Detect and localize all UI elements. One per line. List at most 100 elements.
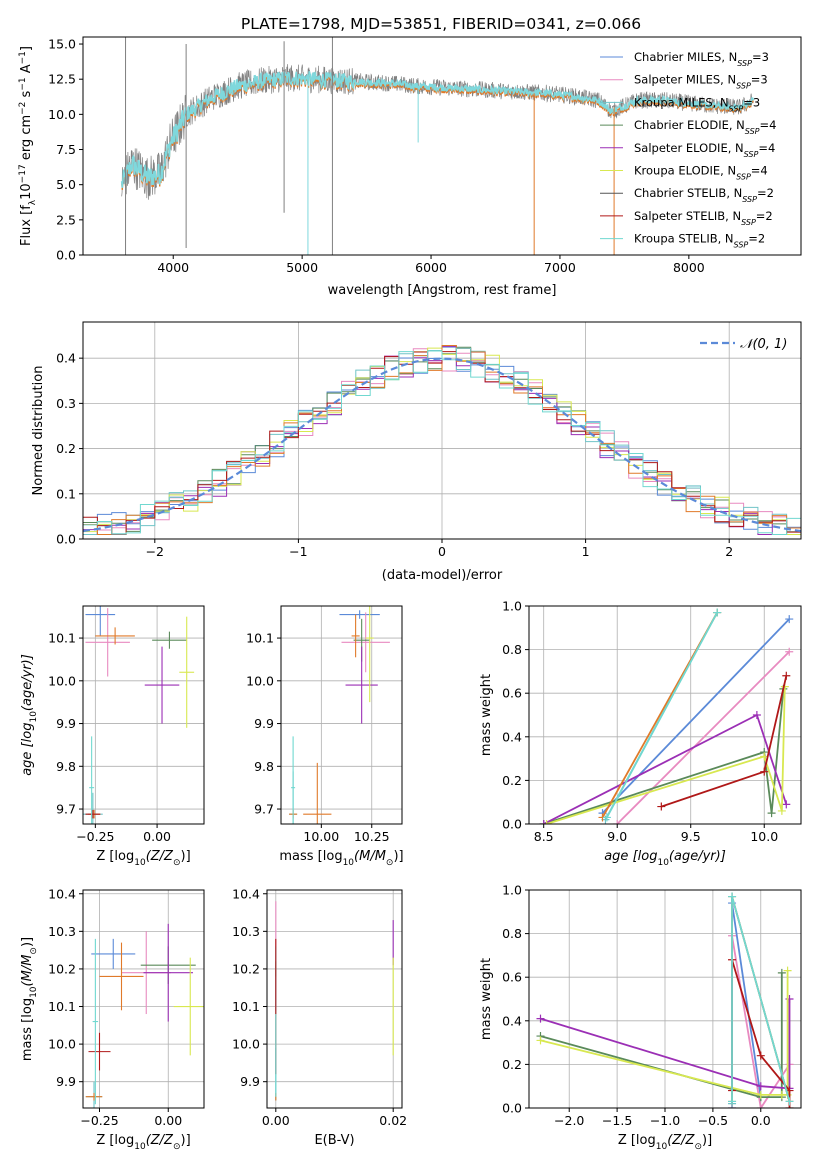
legend-nssp: =3	[743, 95, 760, 109]
y-tick-label: 0.4	[502, 1013, 522, 1028]
legend-entry-6: Kroupa ELODIE, NSSP=4	[634, 164, 768, 182]
age-vs-Z-x-axis-label-part: ⊙	[173, 858, 181, 868]
x-tick-label: −2.0	[554, 1113, 584, 1128]
weight-point-marker	[756, 1082, 765, 1091]
legend-entry-8: Salpeter STELIB, NSSP=2	[634, 209, 773, 227]
histogram-lines	[83, 345, 801, 535]
x-tick-label: 0.0	[751, 1113, 771, 1128]
weight-point-marker	[756, 1090, 765, 1099]
y-tick-label: 0.2	[502, 773, 522, 788]
figure-title: PLATE=1798, MJD=53851, FIBERID=0341, z=0…	[241, 15, 641, 33]
plot-frame	[82, 889, 205, 1109]
x-tick-label: 0.02	[379, 1113, 407, 1128]
y-tick-label: 9.8	[254, 759, 274, 774]
x-tick-label: −0.25	[80, 1113, 118, 1128]
weight-point-marker	[602, 813, 611, 822]
residuals-x-axis-label: (data-model)/error	[382, 568, 503, 583]
x-tick-label: 8.5	[534, 829, 554, 844]
x-tick-label: 0.00	[262, 1113, 290, 1128]
plot-frame	[280, 605, 403, 825]
model-spectrum-line-cyan	[120, 70, 755, 188]
weight-vs-age-y-axis-label: mass weight	[479, 674, 494, 756]
legend-subscript: SSP	[742, 195, 757, 204]
legend-entry-4: Chabrier ELODIE, NSSP=4	[634, 118, 776, 136]
histogram-step-line	[83, 347, 801, 535]
legend-normal-label: 𝒩(0, 1)	[740, 337, 787, 352]
x-tick-label: 10.25	[354, 829, 390, 844]
age-vs-Z-x-axis-label-part: Z [log	[96, 849, 134, 864]
y-tick-label: 7.5	[56, 142, 76, 157]
weight-point-marker	[713, 608, 722, 617]
y-tick-label: 10.3	[232, 924, 260, 939]
legend-model-name: Chabrier MILES, N	[634, 50, 737, 64]
x-tick-label: 0	[438, 544, 446, 559]
age-vs-Z-x-axis-label-part: 10	[134, 858, 146, 868]
y-tick-label: 0.6	[502, 686, 522, 701]
age-vs-Z-x-axis-label-part: )]	[181, 849, 191, 864]
legend-subscript: SSP	[737, 59, 752, 68]
mass-vs-Z-x-axis-label: Z [log10(Z/Z⊙)]	[96, 1133, 190, 1152]
axes-weight-vs-age: 8.5 9.0 9.5 10.0 0.0 0.2 0.4 0.6 0.8 1.0 age [log1…	[479, 599, 802, 868]
legend-model-name: Kroupa ELODIE, N	[634, 164, 736, 178]
weight-series-line	[540, 999, 791, 1090]
legend-entry-1: Chabrier MILES, NSSP=3	[634, 50, 769, 68]
x-tick-label: 5000	[286, 260, 318, 275]
age-vs-mass-x-axis-label-part: ⊙	[386, 858, 394, 868]
spectrum-y-axis-label-part: −1	[18, 51, 28, 64]
age-vs-Z-y-axis-label-part: 10	[29, 711, 39, 723]
x-tick-label: 1	[582, 544, 590, 559]
y-tick-label: 9.9	[56, 716, 76, 731]
plot-frame	[82, 36, 802, 256]
weight-vs-Z-x-axis-label-part: ⊙	[694, 1142, 702, 1152]
errorbar-marks	[289, 606, 390, 824]
x-tick-label: −0.5	[698, 1113, 728, 1128]
y-tick-label: 10.0	[246, 673, 274, 688]
y-tick-label: 0.0	[56, 532, 76, 547]
x-tick-label: 0.00	[154, 1113, 182, 1128]
weight-vs-age-x-axis-label-part: 10	[657, 858, 669, 868]
y-tick-label: 10.4	[48, 886, 76, 901]
age-vs-Z-x-axis-label: Z [log10(Z/Z⊙)]	[96, 849, 190, 868]
plot-frame	[266, 889, 403, 1109]
legend-subscript: SSP	[736, 172, 751, 181]
axes-residuals: −2 −1 0 1 2 0.0 0.1 0.2 0.3 0.4 (data-model)/error…	[31, 321, 802, 583]
weight-point-marker	[542, 820, 551, 824]
weight-point-marker	[657, 802, 666, 811]
weight-series-line	[546, 686, 786, 824]
legend-entry-7: Chabrier STELIB, NSSP=2	[634, 186, 774, 204]
weight-point-marker	[767, 809, 776, 818]
legend-entry-9: Kroupa STELIB, NSSP=2	[634, 232, 765, 250]
age-vs-mass-x-axis-label: mass [log10(M/M⊙)]	[279, 849, 403, 868]
y-tick-label: 9.9	[240, 1074, 260, 1089]
y-tick-label: 5.0	[56, 177, 76, 192]
y-tick-label: 10.2	[232, 961, 260, 976]
y-tick-label: 9.9	[254, 716, 274, 731]
y-tick-label: 0.4	[56, 351, 76, 366]
y-tick-label: 0.6	[502, 970, 522, 985]
spectrum-y-axis-label-part: Flux [f	[19, 205, 34, 246]
weight-vs-Z-x-axis-label-part: 10	[656, 1142, 668, 1152]
mass-vs-EBV-x-axis-label: E(B-V)	[314, 1133, 354, 1148]
normal-reference-curve	[83, 357, 801, 533]
axes-mass-vs-EBV: 0.00 0.02 9.9 10.0 10.1 10.2 10.3 10.4 E(B-V)	[232, 886, 407, 1148]
weight-point-marker	[756, 1051, 765, 1060]
y-tick-label: 10.0	[232, 1037, 260, 1052]
plot-frame	[82, 321, 802, 540]
weight-point-marker	[613, 820, 622, 824]
y-tick-label: 10.1	[48, 631, 76, 646]
y-tick-label: 0.3	[56, 396, 76, 411]
x-tick-label: 6000	[415, 260, 447, 275]
spectrum-y-axis-label-part: erg cm	[19, 115, 34, 164]
x-tick-label: 10.0	[750, 829, 778, 844]
weight-point-marker	[760, 767, 769, 776]
x-tick-label: −1	[289, 544, 307, 559]
age-vs-Z-y-axis-label-part: (age/yr)]	[20, 654, 35, 711]
spectrum-y-axis-label-part: s	[19, 90, 34, 101]
legend-model-name: Chabrier ELODIE, N	[634, 118, 745, 132]
weight-vs-Z-y-axis-label: mass weight	[479, 958, 494, 1040]
axes-weight-vs-Z: −2.0 −1.5 −1.0 −0.5 0.0 0.0 0.2 0.4 0.6 0.8 1.0 Z […	[479, 883, 802, 1152]
mass-vs-Z-y-axis-label-part: (M/M	[20, 955, 35, 987]
weight-point-marker	[756, 1104, 765, 1108]
plot-frame	[82, 605, 205, 825]
y-tick-label: 9.8	[56, 759, 76, 774]
